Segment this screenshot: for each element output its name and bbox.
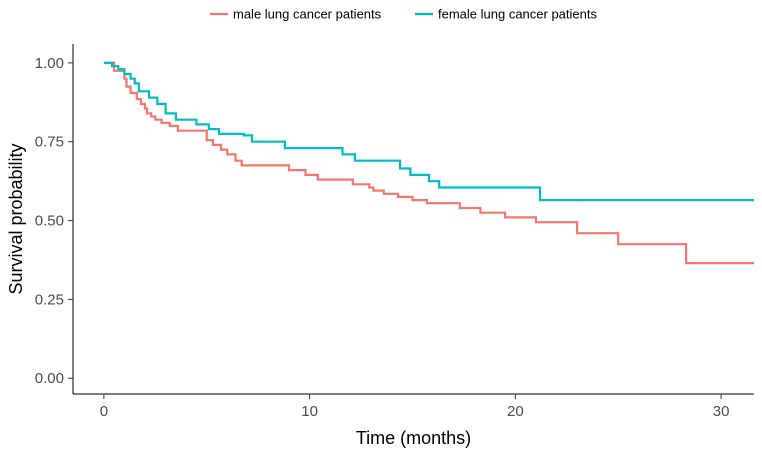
series-line-female	[103, 61, 754, 202]
y-tick-label: 0.25	[35, 291, 64, 308]
x-tick-label: 10	[301, 403, 318, 420]
y-axis-title: Survival probability	[6, 143, 26, 294]
x-axis-title: Time (months)	[356, 428, 471, 448]
axes: 0.00 0.25 0.50 0.75 1.00 0 10 20 30 Time (months)…	[6, 44, 754, 448]
legend: male lung cancer patients female lung can…	[210, 7, 597, 22]
x-tick-label: 20	[507, 403, 524, 420]
series-line-male	[103, 61, 754, 265]
x-tick-label: 30	[713, 403, 730, 420]
legend-label-male: male lung cancer patients	[233, 7, 382, 22]
legend-label-female: female lung cancer patients	[438, 7, 597, 22]
y-tick-label: 1.00	[35, 55, 64, 72]
y-tick-label: 0.50	[35, 213, 64, 230]
y-tick-label: 0.75	[35, 134, 64, 151]
y-tick-label: 0.00	[35, 370, 64, 387]
plot-area	[103, 61, 754, 265]
x-tick-label: 0	[100, 403, 108, 420]
